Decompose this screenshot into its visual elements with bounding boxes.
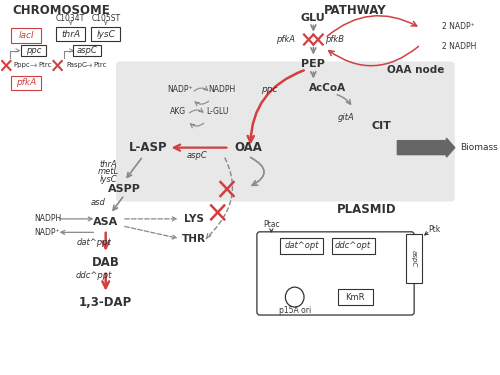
Text: DAB: DAB xyxy=(92,256,120,269)
Text: Ptrc: Ptrc xyxy=(38,63,52,69)
Text: Ptac: Ptac xyxy=(263,220,280,230)
Text: C1034T: C1034T xyxy=(56,13,86,22)
FancyBboxPatch shape xyxy=(12,28,42,43)
FancyBboxPatch shape xyxy=(74,45,101,57)
Text: thrA: thrA xyxy=(99,160,117,169)
Text: lysC: lysC xyxy=(99,174,117,183)
FancyBboxPatch shape xyxy=(332,238,374,254)
Text: 2 NADPH: 2 NADPH xyxy=(442,42,476,51)
Text: LYS: LYS xyxy=(184,214,204,224)
Text: OAA: OAA xyxy=(234,141,262,154)
Text: CIT: CIT xyxy=(371,121,391,131)
FancyBboxPatch shape xyxy=(257,232,414,315)
FancyBboxPatch shape xyxy=(21,45,46,57)
Text: PEP: PEP xyxy=(302,60,326,69)
Text: aspC: aspC xyxy=(186,151,207,160)
Text: →: → xyxy=(84,61,92,70)
FancyBboxPatch shape xyxy=(116,62,455,201)
Text: Biomass: Biomass xyxy=(460,143,498,152)
Text: pfkB: pfkB xyxy=(325,35,344,44)
Text: ASA: ASA xyxy=(93,217,118,227)
Text: L-GLU: L-GLU xyxy=(206,107,229,116)
Text: lysC: lysC xyxy=(96,30,115,39)
Text: gitA: gitA xyxy=(338,113,354,122)
Text: PaspC: PaspC xyxy=(66,63,87,69)
Text: pfkA: pfkA xyxy=(16,78,36,87)
Text: NADP⁺: NADP⁺ xyxy=(168,85,193,94)
Text: ddc^opt: ddc^opt xyxy=(335,241,371,250)
Text: ppc: ppc xyxy=(261,85,278,94)
Text: Ptk: Ptk xyxy=(428,225,441,234)
Text: Ptrc: Ptrc xyxy=(93,63,106,69)
Text: AKG: AKG xyxy=(170,107,186,116)
Text: THR: THR xyxy=(182,234,206,244)
FancyBboxPatch shape xyxy=(12,76,42,90)
Text: C105ST: C105ST xyxy=(91,13,120,22)
Text: NADP⁺: NADP⁺ xyxy=(34,228,60,237)
Text: 2 NADP⁺: 2 NADP⁺ xyxy=(442,22,474,31)
FancyBboxPatch shape xyxy=(91,27,120,41)
Text: PLASMID: PLASMID xyxy=(337,203,397,216)
FancyBboxPatch shape xyxy=(280,238,323,254)
Text: ppc: ppc xyxy=(26,46,41,55)
Text: 1,3-DAP: 1,3-DAP xyxy=(79,296,132,309)
Text: thrA: thrA xyxy=(61,30,80,39)
Text: asd: asd xyxy=(90,198,105,207)
Text: L-ASP: L-ASP xyxy=(128,141,167,154)
Text: ASPP: ASPP xyxy=(108,184,141,194)
Text: GLU: GLU xyxy=(301,13,326,23)
Text: lacI: lacI xyxy=(18,31,34,40)
Circle shape xyxy=(286,287,304,307)
Text: aspC: aspC xyxy=(411,250,417,267)
Text: dat^ppt: dat^ppt xyxy=(76,238,112,247)
Text: CHROMOSOME: CHROMOSOME xyxy=(12,4,110,17)
Text: NADPH: NADPH xyxy=(34,214,62,223)
Text: ddc^ppt: ddc^ppt xyxy=(76,271,112,280)
Text: dat^opt: dat^opt xyxy=(284,241,319,250)
Text: metL: metL xyxy=(98,167,118,176)
Text: pfkA: pfkA xyxy=(276,35,295,44)
FancyBboxPatch shape xyxy=(338,289,373,305)
FancyBboxPatch shape xyxy=(406,234,421,283)
Text: NADPH: NADPH xyxy=(208,85,236,94)
Text: AcCoA: AcCoA xyxy=(309,83,346,93)
Text: p15A ori: p15A ori xyxy=(278,306,311,315)
Text: Pppc: Pppc xyxy=(14,63,30,69)
FancyBboxPatch shape xyxy=(56,27,85,41)
FancyArrow shape xyxy=(398,138,455,157)
Text: aspC: aspC xyxy=(76,46,98,55)
Text: KmR: KmR xyxy=(346,292,365,302)
Text: OAA node: OAA node xyxy=(388,65,444,75)
Text: →: → xyxy=(30,61,37,70)
Text: PATHWAY: PATHWAY xyxy=(324,4,386,17)
